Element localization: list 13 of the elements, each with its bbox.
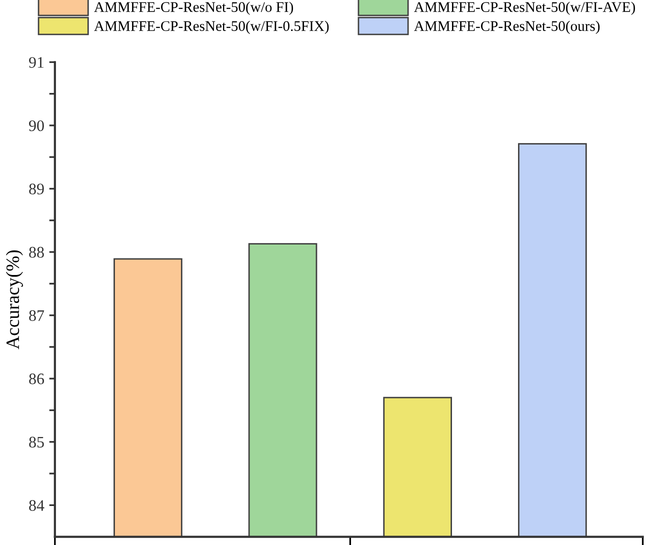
y-tick-label: 90 — [29, 120, 44, 132]
y-tick-label: 85 — [29, 436, 44, 448]
y-tick-label: 91 — [29, 57, 44, 68]
legend-label: AMMFFE-CP-ResNet-50(w/o FI) — [94, 2, 294, 15]
legend-label: AMMFFE-CP-ResNet-50(w/FI-0.5FIX) — [94, 20, 329, 34]
y-tick-label: 89 — [29, 184, 44, 194]
y-tick-label: 84 — [29, 500, 44, 511]
y-tick-label: 86 — [29, 374, 44, 384]
y-axis-title: Accuracy(%) — [6, 250, 23, 350]
legend-label: AMMFFE-CP-ResNet-50(ours) — [414, 20, 600, 34]
y-tick-label: 87 — [29, 310, 44, 321]
legend-label: AMMFFE-CP-ResNet-50(w/FI-AVE) — [414, 2, 635, 15]
y-tick-label: 88 — [29, 246, 44, 258]
